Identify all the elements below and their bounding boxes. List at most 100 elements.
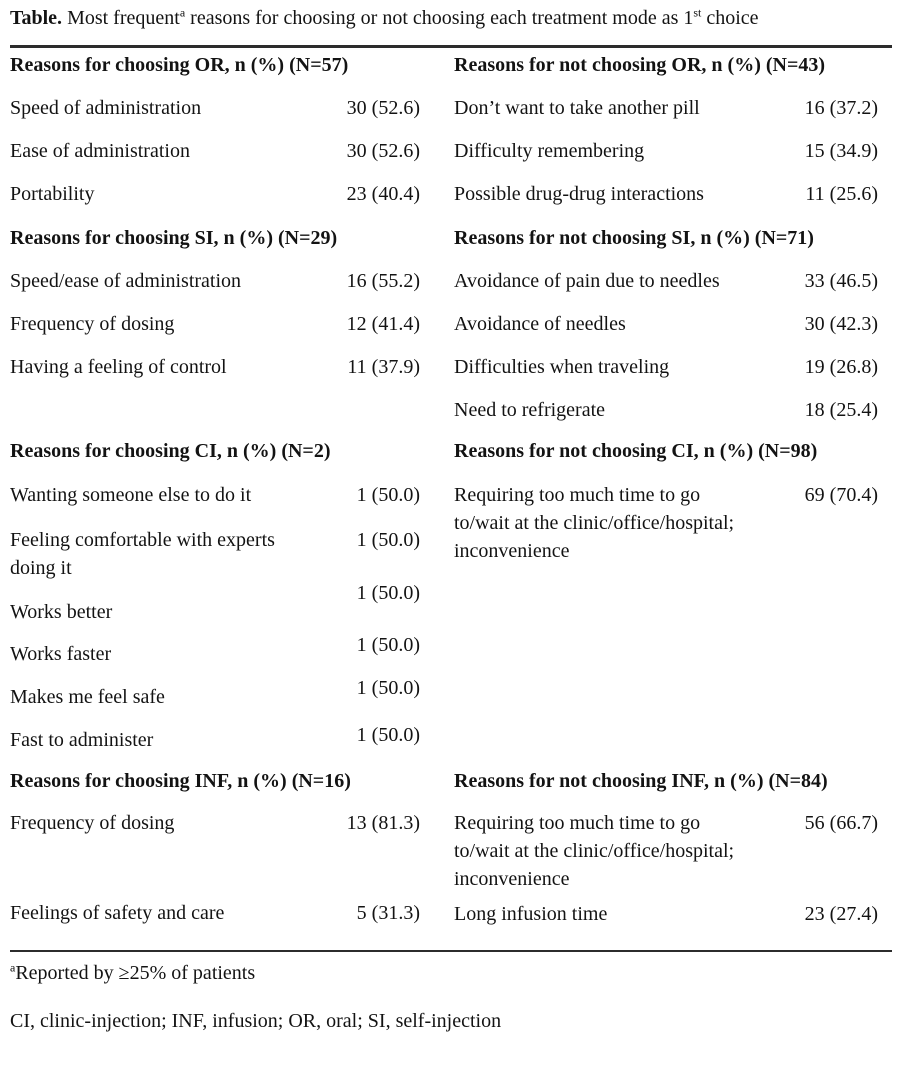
section-header-not-choosing-ci: Reasons for not choosing CI, n (%) (N=98… xyxy=(454,440,818,462)
row-label: Don’t want to take another pill xyxy=(454,97,700,119)
row-value: 18 (25.4) xyxy=(804,399,878,421)
table-row: Feelings of safety and care 5 (31.3) xyxy=(10,899,420,927)
abbreviations-note: CI, clinic-injection; INF, infusion; OR,… xyxy=(10,1010,502,1032)
footnote-a: aReported by ≥25% of patients xyxy=(10,959,892,987)
row-label: Having a feeling of control xyxy=(10,356,227,378)
ordinal-st-superscript: st xyxy=(693,5,702,20)
table-row: Need to refrigerate 18 (25.4) xyxy=(454,396,878,424)
row-label: Requiring too much time to go to/wait at… xyxy=(454,484,735,562)
table-caption-text-2: reasons for choosing or not choosing eac… xyxy=(185,7,694,29)
row-label: Feelings of safety and care xyxy=(10,902,225,924)
row-label: Makes me feel safe xyxy=(10,686,165,708)
row-label: Difficulty remembering xyxy=(454,140,645,162)
table-row: Requiring too much time to go to/wait at… xyxy=(454,481,878,565)
section-header-choosing-ci: Reasons for choosing CI, n (%) (N=2) xyxy=(10,440,331,462)
table-row: Having a feeling of control 11 (37.9) xyxy=(10,353,420,381)
row-label: Possible drug-drug interactions xyxy=(454,183,704,205)
footnote-a-marker: a xyxy=(10,960,16,975)
row-value: 11 (25.6) xyxy=(805,183,878,205)
section-header-not-choosing-or: Reasons for not choosing OR, n (%) (N=43… xyxy=(454,54,826,76)
row-label: Avoidance of pain due to needles xyxy=(454,270,720,292)
table-caption: Table. Most frequenta reasons for choosi… xyxy=(10,4,892,32)
row-value: 13 (81.3) xyxy=(346,812,420,834)
row-label: Wanting someone else to do it xyxy=(10,484,252,506)
section-not-choosing-or: Reasons for not choosing OR, n (%) (N=43… xyxy=(454,51,892,208)
table-row: Possible drug-drug interactions 11 (25.6… xyxy=(454,180,878,208)
table-body: Reasons for choosing OR, n (%) (N=57) Sp… xyxy=(10,51,892,928)
row-value: 23 (40.4) xyxy=(346,183,420,205)
row-value: 5 (31.3) xyxy=(356,902,420,924)
ci-label-stack: Wanting someone else to do it Feeling co… xyxy=(10,481,320,754)
row-value: 16 (37.2) xyxy=(804,97,878,119)
footnote-a-marker: a xyxy=(179,5,186,20)
row-value: 1 (50.0) xyxy=(356,724,420,746)
row-label: Long infusion time xyxy=(454,903,608,925)
table-row: Speed/ease of administration 16 (55.2) xyxy=(10,267,420,295)
row-value: 1 (50.0) xyxy=(356,634,420,656)
row-label: Difficulties when traveling xyxy=(454,356,670,378)
table-row: Avoidance of pain due to needles 33 (46.… xyxy=(454,267,878,295)
row-value: 1 (50.0) xyxy=(356,529,420,551)
section-not-choosing-si: Reasons for not choosing SI, n (%) (N=71… xyxy=(454,224,892,424)
row-label: Ease of administration xyxy=(10,140,190,162)
ci-rows: Wanting someone else to do it Feeling co… xyxy=(10,481,420,754)
section-header-choosing-si: Reasons for choosing SI, n (%) (N=29) xyxy=(10,227,338,249)
row-value: 30 (52.6) xyxy=(346,97,420,119)
table-row: Speed of administration 30 (52.6) xyxy=(10,94,420,122)
table-row: Frequency of dosing 13 (81.3) xyxy=(10,809,420,837)
table-bottom-rule xyxy=(10,950,892,952)
row-label: Feeling comfortable with experts doing i… xyxy=(10,529,275,579)
table-caption-label: Table. xyxy=(10,7,63,29)
row-label: Works faster xyxy=(10,643,112,665)
section-header-not-choosing-inf: Reasons for not choosing INF, n (%) (N=8… xyxy=(454,770,828,792)
row-value: 23 (27.4) xyxy=(804,903,878,925)
ci-value-stack: 1 (50.0) 1 (50.0) 1 (50.0) 1 (50.0) 1 (5… xyxy=(320,481,420,754)
section-header-not-choosing-si: Reasons for not choosing SI, n (%) (N=71… xyxy=(454,227,814,249)
row-value: 30 (42.3) xyxy=(804,313,878,335)
table-top-rule xyxy=(10,45,892,48)
section-choosing-or: Reasons for choosing OR, n (%) (N=57) Sp… xyxy=(10,51,446,208)
table-row: Don’t want to take another pill 16 (37.2… xyxy=(454,94,878,122)
row-label: Speed/ease of administration xyxy=(10,270,242,292)
section-header-choosing-inf: Reasons for choosing INF, n (%) (N=16) xyxy=(10,770,351,792)
row-value: 15 (34.9) xyxy=(804,140,878,162)
row-label: Need to refrigerate xyxy=(454,399,606,421)
table-row: Difficulty remembering 15 (34.9) xyxy=(454,137,878,165)
section-choosing-ci: Reasons for choosing CI, n (%) (N=2) Wan… xyxy=(10,437,446,754)
row-label: Portability xyxy=(10,183,95,205)
table-row: Difficulties when traveling 19 (26.8) xyxy=(454,353,878,381)
row-value: 1 (50.0) xyxy=(356,484,420,506)
table-caption-text-3: choice xyxy=(701,7,759,29)
table-row: Portability 23 (40.4) xyxy=(10,180,420,208)
row-label: Requiring too much time to go to/wait at… xyxy=(454,812,735,890)
row-value: 12 (41.4) xyxy=(346,313,420,335)
table-row: Long infusion time 23 (27.4) xyxy=(454,900,878,928)
row-label: Works better xyxy=(10,601,113,623)
row-label: Fast to administer xyxy=(10,729,154,751)
row-value: 19 (26.8) xyxy=(804,356,878,378)
row-label: Speed of administration xyxy=(10,97,202,119)
row-value: 30 (52.6) xyxy=(346,140,420,162)
row-value: 56 (66.7) xyxy=(804,812,878,834)
section-choosing-si: Reasons for choosing SI, n (%) (N=29) Sp… xyxy=(10,224,446,381)
row-value: 1 (50.0) xyxy=(356,677,420,699)
section-not-choosing-ci: Reasons for not choosing CI, n (%) (N=98… xyxy=(454,437,892,565)
table-row: Ease of administration 30 (52.6) xyxy=(10,137,420,165)
row-value: 11 (37.9) xyxy=(347,356,420,378)
row-value: 16 (55.2) xyxy=(346,270,420,292)
table-row: Avoidance of needles 30 (42.3) xyxy=(454,310,878,338)
row-value: 69 (70.4) xyxy=(804,484,878,506)
row-value: 33 (46.5) xyxy=(804,270,878,292)
table-row: Frequency of dosing 12 (41.4) xyxy=(10,310,420,338)
section-not-choosing-inf: Reasons for not choosing INF, n (%) (N=8… xyxy=(454,767,892,928)
row-label: Avoidance of needles xyxy=(454,313,626,335)
section-header-choosing-or: Reasons for choosing OR, n (%) (N=57) xyxy=(10,54,349,76)
table-caption-text-1: Most frequent xyxy=(62,7,180,29)
row-value: 1 (50.0) xyxy=(356,582,420,604)
footnote-a-text: Reported by ≥25% of patients xyxy=(15,962,256,984)
section-choosing-inf: Reasons for choosing INF, n (%) (N=16) F… xyxy=(10,767,446,927)
row-label: Frequency of dosing xyxy=(10,812,175,834)
row-label: Frequency of dosing xyxy=(10,313,175,335)
table-row: Requiring too much time to go to/wait at… xyxy=(454,809,878,893)
